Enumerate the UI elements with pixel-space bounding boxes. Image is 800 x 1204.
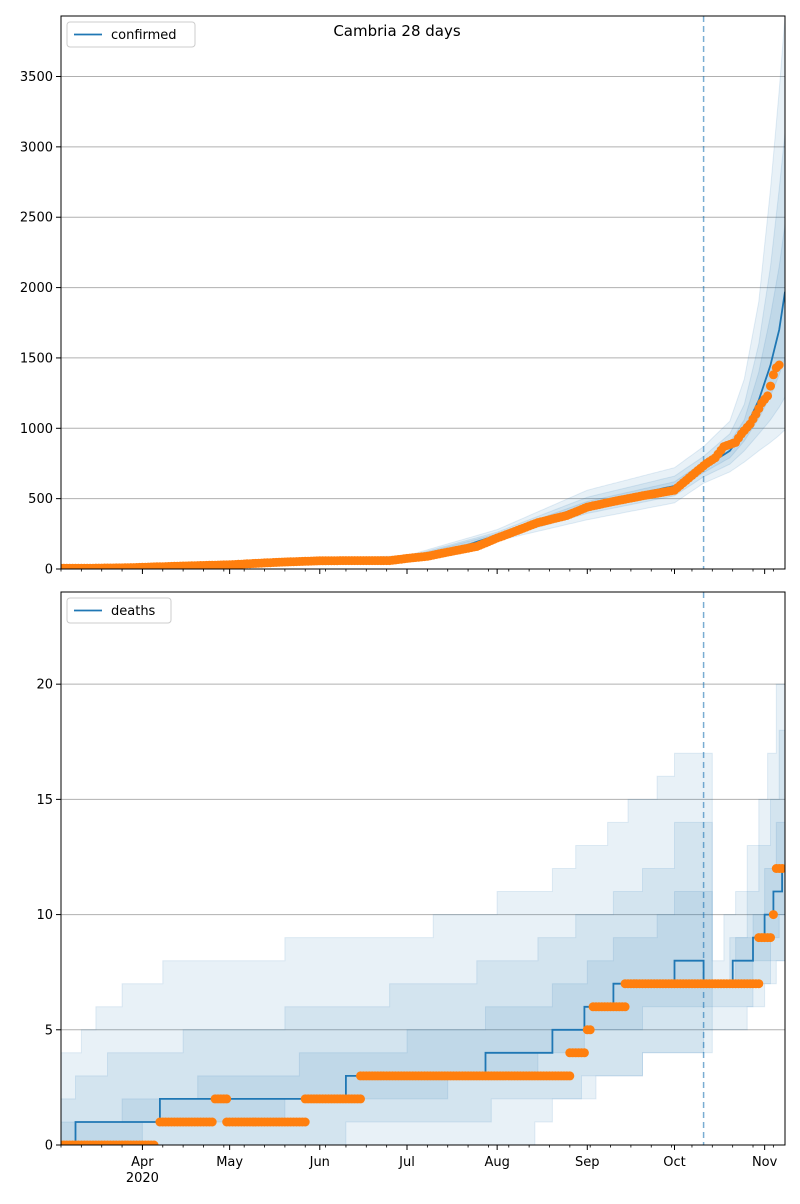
observed-point <box>356 1094 365 1104</box>
credible-band <box>61 132 785 569</box>
y-tick-label: 10 <box>36 908 53 923</box>
y-tick-label: 0 <box>45 563 53 578</box>
y-tick-label: 1500 <box>20 351 53 366</box>
observed-point <box>300 1117 310 1127</box>
credible-band <box>61 684 785 1145</box>
observed-point <box>149 1140 159 1145</box>
x-tick-label: Apr <box>131 1155 154 1170</box>
observed-point <box>768 910 778 920</box>
observed-point <box>222 1094 232 1104</box>
y-tick-label: 20 <box>36 678 53 693</box>
chart-title: Cambria 28 days <box>333 22 461 40</box>
x-tick-label: Oct <box>663 1155 685 1170</box>
x-tick-label: Jun <box>309 1155 330 1170</box>
legend-box <box>66 21 196 48</box>
y-tick-label: 3500 <box>20 70 53 85</box>
legend: confirmed <box>66 21 196 48</box>
x-tick-label: May <box>216 1155 243 1170</box>
observed-point <box>207 1117 217 1127</box>
credible-band <box>61 224 785 569</box>
observed-point <box>766 933 775 943</box>
legend-label: confirmed <box>111 28 177 43</box>
model-line <box>61 291 785 569</box>
legend-label: deaths <box>111 604 156 619</box>
axes-frame <box>60 15 786 570</box>
x-tick-label: Aug <box>484 1155 509 1170</box>
y-tick-label: 15 <box>36 793 53 808</box>
legend: deaths <box>66 597 172 624</box>
observed-point <box>777 864 785 873</box>
axes-frame <box>60 591 786 1146</box>
y-tick-label: 5 <box>45 1023 53 1038</box>
y-tick-label: 500 <box>28 492 53 507</box>
observed-point <box>774 360 784 370</box>
y-tick-label: 0 <box>45 1139 53 1154</box>
observed-point <box>585 1025 595 1035</box>
plot-area <box>61 592 785 1145</box>
observed-point <box>768 370 778 380</box>
observed-point <box>620 1002 630 1012</box>
legend-box <box>66 597 172 624</box>
x-tick-label: Jul <box>398 1155 415 1170</box>
x-tick-label: Sep <box>575 1155 600 1170</box>
observed-point <box>565 1071 575 1081</box>
x-tick-label: Nov <box>752 1155 778 1170</box>
y-tick-label: 3000 <box>20 140 53 155</box>
observed-point <box>754 979 764 989</box>
observed-point <box>766 381 775 391</box>
y-tick-label: 2000 <box>20 281 53 296</box>
observed-point <box>579 1048 589 1058</box>
y-tick-label: 2500 <box>20 211 53 226</box>
y-tick-label: 1000 <box>20 422 53 437</box>
plot-area <box>61 16 785 569</box>
confirmed-panel: 0 500 1000 1500 2000 2500 3000 3500 confirmed <box>20 15 786 578</box>
observed-point <box>763 391 773 401</box>
x-tick-sublabel: 2020 <box>126 1171 159 1186</box>
